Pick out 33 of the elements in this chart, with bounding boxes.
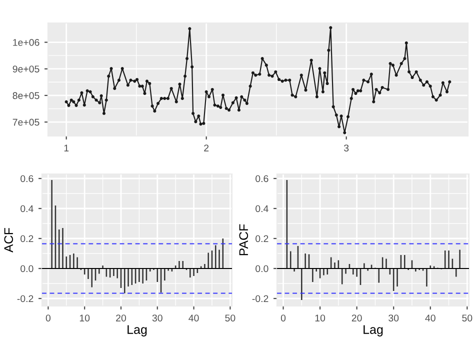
y-tick-label: 0.0 (20, 265, 34, 272)
x-tick-label: 30 (388, 314, 399, 322)
x-tick-label: 10 (80, 314, 90, 322)
y-tick-label: 9e+05 (12, 66, 40, 72)
y-tick-label: 0.2 (20, 235, 34, 242)
x-tick-label: 40 (188, 314, 199, 322)
y-tick-label: 0.6 (256, 175, 268, 182)
y-axis-title: ACF (4, 228, 14, 252)
y-tick-label: 0.6 (20, 175, 34, 182)
y-tick-label: 1e+06 (13, 39, 40, 46)
y-tick-label: 0.4 (20, 205, 34, 212)
x-tick-label: 2 (204, 144, 209, 152)
x-tick-label: 0 (280, 314, 286, 322)
y-tick-label: 8e+05 (12, 92, 40, 100)
x-axis-title: Lag (128, 325, 147, 336)
y-tick-label: 7e+05 (12, 118, 40, 126)
y-tick-label: -0.2 (252, 295, 268, 302)
y-tick-label: -0.2 (17, 295, 34, 302)
x-tick-label: 50 (225, 314, 236, 322)
x-tick-label: 3 (344, 144, 349, 152)
x-tick-label: 50 (462, 314, 472, 322)
y-tick-label: 0.0 (256, 265, 268, 272)
x-tick-label: 0 (46, 314, 51, 322)
x-tick-label: 20 (352, 314, 362, 322)
y-axis-title: PACF (239, 224, 248, 256)
x-axis-title: Lag (364, 325, 383, 336)
x-tick-label: 1 (64, 144, 69, 152)
x-tick-label: 10 (315, 314, 326, 322)
y-tick-label: 0.2 (256, 235, 268, 242)
x-tick-label: 20 (116, 314, 126, 322)
y-tick-label: 0.4 (256, 205, 268, 212)
x-tick-label: 30 (152, 314, 162, 322)
x-tick-label: 40 (425, 314, 436, 322)
